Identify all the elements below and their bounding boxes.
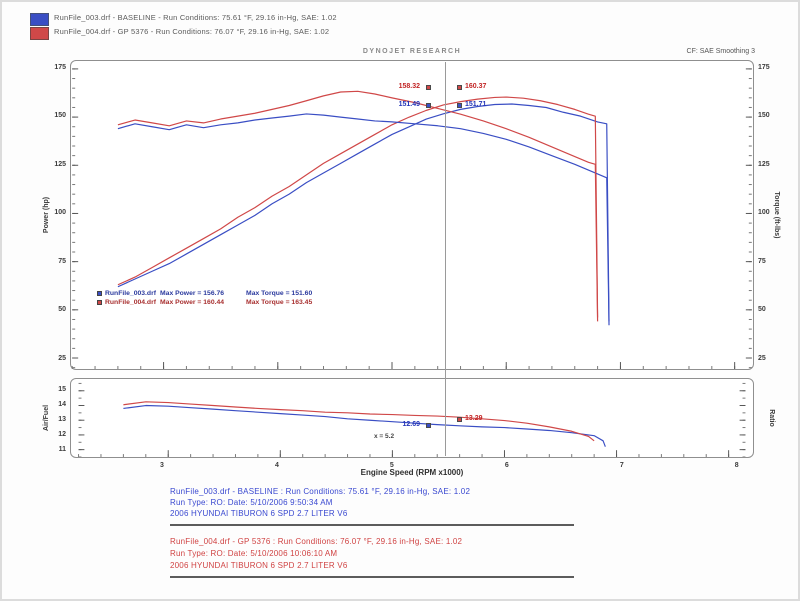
curve-baseline-torque-ftlb <box>117 113 610 326</box>
max-values-legend: RunFile_003.drf Max Power = 156.76 Max T… <box>97 289 312 307</box>
cursor-afr-marker-blue-icon <box>426 423 431 428</box>
cursor-marker-red-right-icon <box>457 85 462 90</box>
footer-run2-line3: 2006 HYUNDAI TIBURON 6 SPD 2.7 LITER V6 <box>170 561 348 570</box>
tick-label: 12 <box>58 431 66 439</box>
footer-separator-1 <box>170 524 574 526</box>
correction-smoothing-label: CF: SAE Smoothing 3 <box>686 48 755 55</box>
tick-label: 6 <box>504 462 509 469</box>
legend-max-power-1: Max Power = 156.76 <box>160 290 225 297</box>
tick-label: 25 <box>58 354 66 362</box>
cursor-torque-blue-value: 151.49 <box>398 101 420 108</box>
cursor-afr-marker-red-icon <box>457 417 462 422</box>
curve-baseline-power-hp <box>117 103 610 322</box>
legend-swatch-blue-icon <box>97 291 102 296</box>
tick-label: 100 <box>758 209 770 217</box>
power-axis-title: Power (hp) <box>43 196 50 234</box>
tick-label: 150 <box>54 112 66 120</box>
legend-max-power-2: Max Power = 160.44 <box>160 299 225 306</box>
tick-label: 50 <box>758 306 766 314</box>
tick-label: 100 <box>54 209 66 217</box>
power-torque-curves <box>71 68 752 369</box>
tick-label: 15 <box>58 386 66 394</box>
legend-max-torque-2: Max Torque = 163.45 <box>246 299 313 306</box>
cursor-afr-red-value: 13.29 <box>465 415 483 422</box>
legend-row-gp5376: RunFile_004.drf Max Power = 160.44 Max T… <box>97 298 312 307</box>
tick-label: 75 <box>758 257 766 265</box>
curve-gp5376-torque-ftlb <box>117 90 599 322</box>
air-fuel-plot <box>70 378 754 458</box>
tick-label: 75 <box>58 257 66 265</box>
cursor-torque-red-value: 158.32 <box>398 83 420 90</box>
x-axis-title: Engine Speed (RPM x1000) <box>360 468 464 477</box>
ratio-axis-title: Ratio <box>768 409 775 427</box>
tick-label: 3 <box>160 462 164 469</box>
tick-label: 150 <box>758 112 770 120</box>
cursor-afr-blue-value: 12.69 <box>402 421 420 428</box>
footer-separator-2 <box>170 576 574 578</box>
torque-axis-title: Torque (ft-lbs) <box>773 191 780 239</box>
tick-label: 5 <box>389 462 394 469</box>
footer-run1-line1: RunFile_003.drf - BASELINE : Run Conditi… <box>170 487 471 496</box>
tick-label: 50 <box>58 306 66 314</box>
tick-label: 13 <box>58 416 66 424</box>
footer-run2-line1: RunFile_004.drf - GP 5376 : Run Conditio… <box>170 537 463 546</box>
cursor-power-red-value: 160.37 <box>465 83 487 90</box>
cursor-x-note: x = 5.2 <box>374 433 395 440</box>
airfuel-axis-title: Air/Fuel <box>43 404 50 432</box>
header-run2-title: RunFile_004.drf - GP 5376 - Run Conditio… <box>54 27 330 36</box>
tick-label: 125 <box>54 160 66 168</box>
tick-label: 25 <box>758 354 766 362</box>
footer-run2-line2: Run Type: RO: Date: 5/10/2006 10:06:10 A… <box>170 549 338 558</box>
curve-gp5376-power-hp <box>117 96 599 318</box>
header-run1-title: RunFile_003.drf - BASELINE - Run Conditi… <box>54 13 337 22</box>
legend-max-torque-1: Max Torque = 151.60 <box>246 290 313 297</box>
cursor-power-blue-value: 151.71 <box>465 101 487 108</box>
tick-label: 8 <box>734 462 739 469</box>
legend-file-1: RunFile_003.drf <box>105 290 156 297</box>
legend-swatch-red-icon <box>97 300 102 305</box>
tick-label: 175 <box>54 63 66 71</box>
legend-row-baseline: RunFile_003.drf Max Power = 156.76 Max T… <box>97 289 312 298</box>
tick-label: 11 <box>58 446 66 454</box>
tick-label: 14 <box>58 401 66 409</box>
tick-label: 4 <box>274 462 279 469</box>
cursor-marker-blue-left-icon <box>426 103 431 108</box>
cursor-marker-blue-right-icon <box>457 103 462 108</box>
tick-label: 175 <box>758 63 770 71</box>
run2-color-swatch <box>30 27 49 40</box>
power-torque-plot <box>70 60 754 370</box>
tick-label: 125 <box>758 160 770 168</box>
footer-run1-line3: 2006 HYUNDAI TIBURON 6 SPD 2.7 LITER V6 <box>170 509 348 518</box>
run1-color-swatch <box>30 13 49 26</box>
cursor-line[interactable] <box>445 62 446 456</box>
curve-baseline-afr <box>123 404 606 447</box>
cursor-marker-red-left-icon <box>426 85 431 90</box>
dynojet-watermark: DYNOJET RESEARCH <box>362 48 462 55</box>
curve-gp5376-afr <box>123 401 595 442</box>
footer-run1-line2: Run Type: RO: Date: 5/10/2006 9:50:34 AM <box>170 498 333 507</box>
tick-label: 7 <box>619 462 624 469</box>
air-fuel-curves <box>78 382 746 457</box>
legend-file-2: RunFile_004.drf <box>105 299 156 306</box>
